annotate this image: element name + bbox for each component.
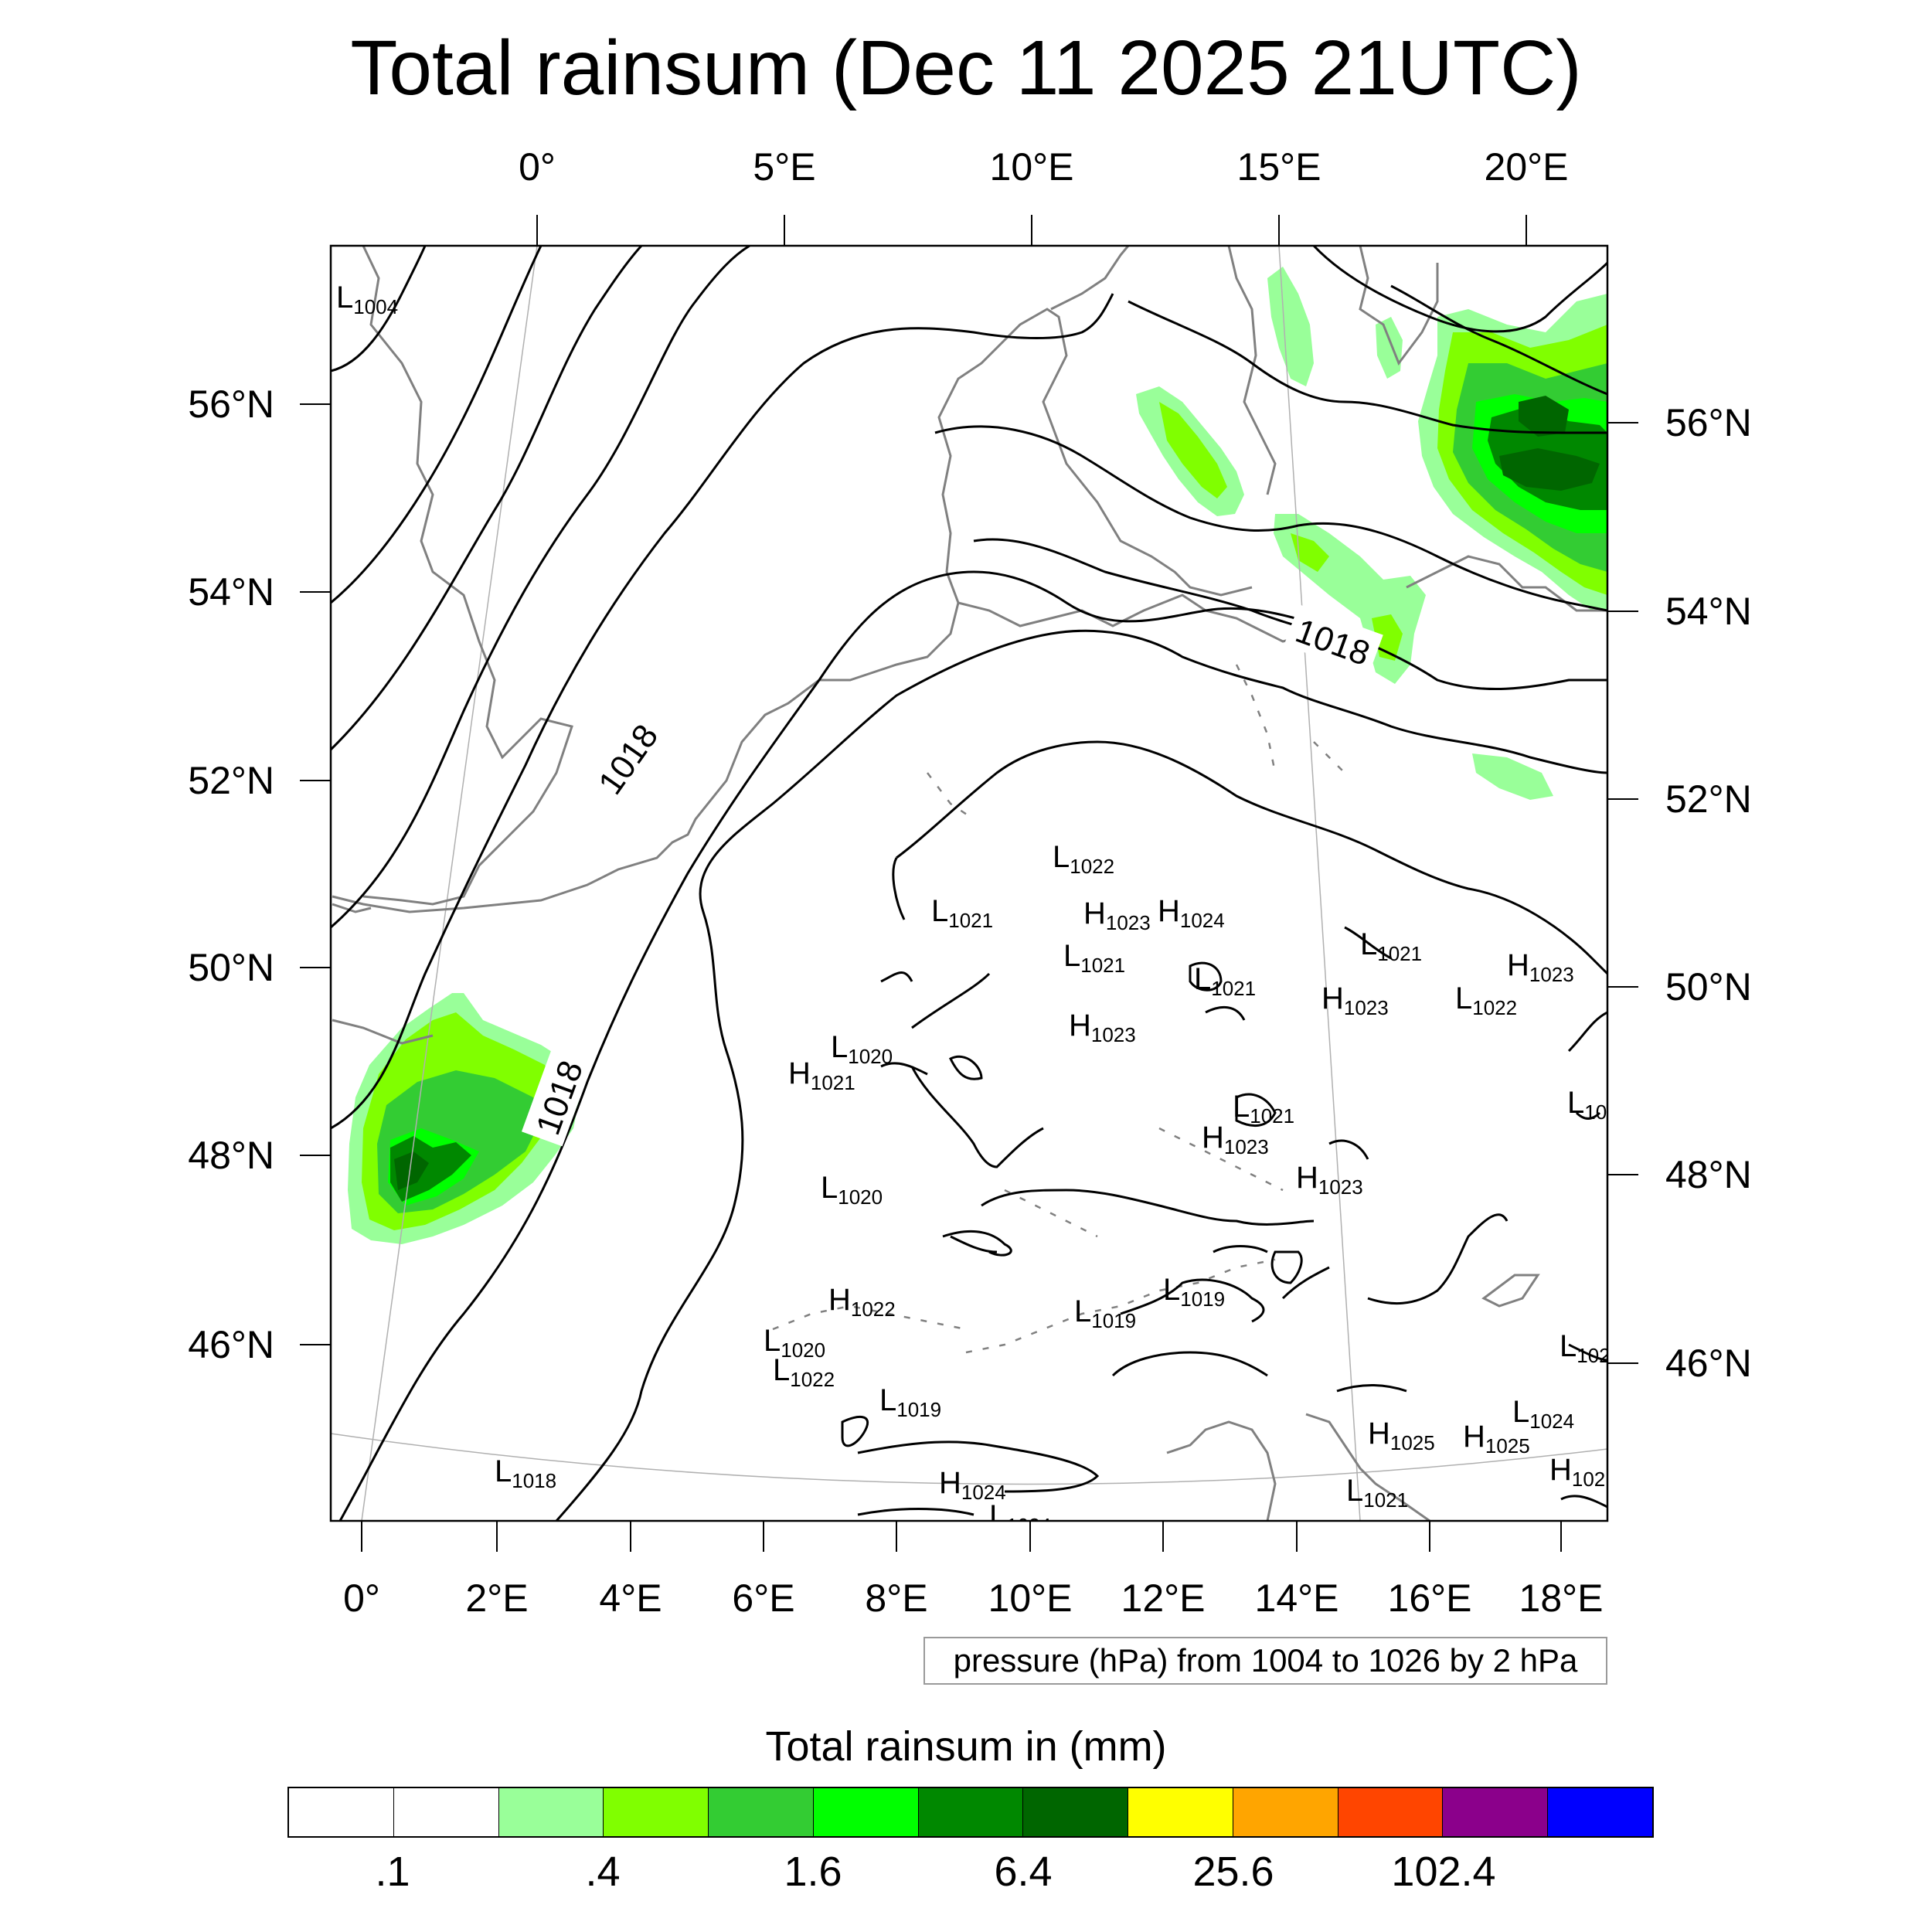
pressure-center: L1022 xyxy=(1053,840,1114,878)
colorbar-cell xyxy=(1023,1788,1129,1836)
right-lat-label-56n: 56°N xyxy=(1665,401,1752,444)
pressure-center: H1023 xyxy=(1069,1009,1136,1046)
left-lat-label-46n: 46°N xyxy=(188,1323,274,1366)
pressure-center: H1025 xyxy=(1463,1420,1530,1458)
pressure-center: H1023 xyxy=(1507,948,1574,986)
tick-marks xyxy=(300,215,1638,1552)
contour-info-box: pressure (hPa) from 1004 to 1026 by 2 hP… xyxy=(923,1637,1607,1685)
pressure-center: H1023 xyxy=(1083,896,1151,934)
top-lon-label-0: 0° xyxy=(519,145,556,189)
pressure-center: H1023 xyxy=(1321,981,1389,1019)
pressure-center: H102 xyxy=(1549,1453,1605,1491)
map-frame xyxy=(329,244,1609,1522)
pressure-center: H1023 xyxy=(1296,1161,1363,1199)
top-lon-label-15e: 15°E xyxy=(1236,145,1321,189)
rain-area-france xyxy=(348,993,580,1244)
colorbar-label: 102.4 xyxy=(1391,1849,1496,1895)
left-lat-label-50n: 50°N xyxy=(188,946,274,989)
bottom-lon-label-18e: 18°E xyxy=(1519,1577,1604,1620)
bottom-lon-label-2e: 2°E xyxy=(465,1577,529,1620)
pressure-center: L1024 xyxy=(989,1499,1051,1537)
colorbar-cell xyxy=(604,1788,709,1836)
pressure-center: L1019 xyxy=(879,1383,941,1421)
right-lat-label-52n: 52°N xyxy=(1665,777,1752,821)
top-lon-label-5e: 5°E xyxy=(753,145,816,189)
colorbar-cell xyxy=(709,1788,814,1836)
isobars xyxy=(331,246,1607,1521)
right-lat-label-54n: 54°N xyxy=(1665,590,1752,633)
colorbar-cell xyxy=(1548,1788,1652,1836)
pressure-center: L1021 xyxy=(1063,939,1125,977)
right-lat-label-46n: 46°N xyxy=(1665,1342,1752,1385)
bottom-lon-label-12e: 12°E xyxy=(1121,1577,1206,1620)
pressure-center: L102 xyxy=(1560,1329,1611,1367)
pressure-centers: L1004 L1022 L1021 H1023 H1024 L1021 L102… xyxy=(336,281,1611,1537)
pressure-center: H1022 xyxy=(828,1283,896,1321)
pressure-center: H1023 xyxy=(1202,1121,1269,1158)
colorbar-cell xyxy=(1128,1788,1233,1836)
bottom-lon-label-14e: 14°E xyxy=(1254,1577,1339,1620)
colorbar-cell xyxy=(813,1788,919,1836)
bottom-lon-label-6e: 6°E xyxy=(732,1577,795,1620)
left-lat-label-48n: 48°N xyxy=(188,1134,274,1177)
rain-area-north-3 xyxy=(1267,267,1553,800)
coastlines xyxy=(332,246,1607,1521)
pressure-center: L1018 xyxy=(495,1454,556,1492)
colorbar-label: .4 xyxy=(585,1849,621,1895)
graticule xyxy=(331,246,1607,1521)
contour-label-1: 1018 xyxy=(583,709,670,808)
left-lat-label-54n: 54°N xyxy=(188,570,274,614)
pressure-center: L1021 xyxy=(1194,962,1256,1000)
colorbar-cell xyxy=(393,1788,499,1836)
map-title: Total rainsum (Dec 11 2025 21UTC) xyxy=(350,25,1582,111)
colorbar-cell xyxy=(1443,1788,1549,1836)
country-borders xyxy=(772,664,1345,1354)
colorbar-cell xyxy=(918,1788,1024,1836)
colorbar-title: Total rainsum in (mm) xyxy=(765,1723,1167,1770)
rain-area-north-1 xyxy=(1136,386,1244,516)
pressure-center: L1019 xyxy=(1163,1273,1225,1311)
colorbar-label: 25.6 xyxy=(1192,1849,1274,1895)
pressure-center: L10 xyxy=(1567,1086,1607,1124)
rain-area-northeast xyxy=(1418,294,1607,611)
colorbar-label: 1.6 xyxy=(784,1849,842,1895)
bottom-lon-label-4e: 4°E xyxy=(599,1577,662,1620)
pressure-center: L1004 xyxy=(336,281,398,318)
top-lon-label-20e: 20°E xyxy=(1484,145,1569,189)
pressure-center: H1024 xyxy=(939,1466,1006,1504)
colorbar xyxy=(287,1787,1654,1838)
right-lat-label-48n: 48°N xyxy=(1665,1153,1752,1196)
pressure-center: L1019 xyxy=(1074,1294,1136,1332)
right-lat-label-50n: 50°N xyxy=(1665,965,1752,1009)
bottom-lon-label-0: 0° xyxy=(343,1577,380,1620)
colorbar-cell xyxy=(1338,1788,1444,1836)
pressure-center: L1020 xyxy=(764,1324,825,1362)
pressure-center: L1021 xyxy=(1233,1090,1294,1128)
pressure-center: L1022 xyxy=(773,1353,835,1391)
left-lat-label-52n: 52°N xyxy=(188,759,274,802)
pressure-center: H1025 xyxy=(1368,1417,1435,1454)
colorbar-cell xyxy=(289,1788,394,1836)
pressure-center: L1022 xyxy=(1455,981,1517,1019)
pressure-center: L1021 xyxy=(931,894,993,932)
pressure-center: L1021 xyxy=(1360,927,1422,965)
pressure-center: L1020 xyxy=(821,1171,883,1209)
pressure-center: H1021 xyxy=(788,1056,855,1094)
colorbar-label: 6.4 xyxy=(994,1849,1053,1895)
left-lat-label-56n: 56°N xyxy=(188,383,274,426)
pressure-center: H1024 xyxy=(1158,894,1225,932)
colorbar-cell xyxy=(498,1788,604,1836)
top-lon-label-10e: 10°E xyxy=(989,145,1074,189)
pressure-center: L1024 xyxy=(1512,1395,1574,1433)
bottom-lon-label-8e: 8°E xyxy=(865,1577,928,1620)
pressure-center: L1020 xyxy=(831,1030,893,1068)
bottom-lon-label-16e: 16°E xyxy=(1387,1577,1472,1620)
bottom-lon-label-10e: 10°E xyxy=(988,1577,1073,1620)
colorbar-cell xyxy=(1233,1788,1338,1836)
pressure-center: L1021 xyxy=(1346,1474,1408,1512)
colorbar-label: .1 xyxy=(375,1849,410,1895)
